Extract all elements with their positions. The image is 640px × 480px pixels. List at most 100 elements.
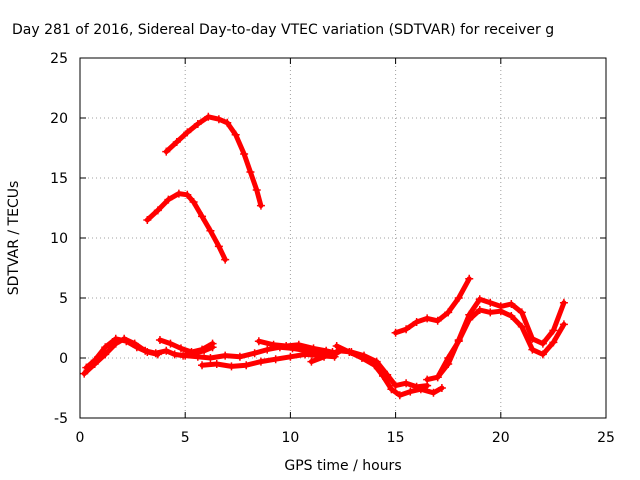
data-point-marker — [402, 379, 411, 388]
data-point-marker — [406, 387, 415, 396]
data-point-marker — [198, 212, 207, 221]
data-point-marker — [429, 388, 438, 397]
data-point-marker — [507, 300, 516, 308]
data-point-marker — [559, 320, 568, 329]
series-band-arc-1 — [163, 114, 264, 209]
series-band-arc-2 — [144, 191, 228, 263]
data-point-marker — [454, 337, 463, 346]
data-point-marker — [402, 325, 411, 334]
data-point-marker — [240, 150, 249, 158]
y-tick-label: 15 — [50, 171, 68, 187]
data-series — [80, 112, 568, 400]
y-tick-label: 10 — [50, 231, 68, 247]
x-tick-label: 5 — [181, 430, 190, 446]
data-point-marker — [143, 348, 152, 356]
data-point-marker — [193, 120, 202, 128]
data-point-marker — [475, 306, 484, 314]
data-point-marker — [486, 298, 495, 307]
data-point-marker — [395, 391, 404, 400]
x-axis-label: GPS time / hours — [284, 458, 401, 474]
data-point-marker — [189, 198, 198, 206]
data-point-marker — [214, 242, 223, 251]
data-point-marker — [166, 339, 175, 348]
data-point-marker — [454, 294, 463, 302]
data-point-marker — [332, 342, 341, 350]
data-point-marker — [206, 354, 215, 362]
data-point-marker — [345, 348, 354, 356]
data-point-marker — [212, 360, 221, 368]
data-point-marker — [475, 295, 484, 304]
data-point-marker — [433, 373, 442, 382]
x-tick-label: 0 — [76, 430, 85, 446]
data-point-marker — [252, 186, 261, 194]
data-point-marker — [80, 369, 89, 378]
data-point-marker — [227, 362, 236, 371]
y-tick-label: 25 — [50, 51, 68, 67]
data-point-marker — [263, 345, 272, 354]
data-point-marker — [132, 343, 141, 352]
data-point-marker — [172, 138, 181, 146]
x-tick-label: 15 — [387, 430, 405, 446]
y-tick-label: -5 — [54, 411, 68, 427]
data-point-marker — [153, 206, 162, 215]
data-point-marker — [549, 326, 558, 335]
data-point-marker — [271, 355, 280, 364]
data-point-marker — [391, 328, 400, 337]
data-point-marker — [198, 361, 207, 370]
data-point-marker — [528, 345, 537, 354]
data-point-marker — [370, 361, 379, 370]
data-point-marker — [223, 118, 232, 127]
data-point-marker — [231, 130, 240, 139]
data-point-marker — [221, 351, 230, 360]
data-point-marker — [183, 128, 192, 137]
data-point-marker — [82, 363, 91, 372]
data-point-marker — [246, 168, 255, 176]
data-point-marker — [162, 346, 171, 355]
data-point-marker — [444, 308, 453, 317]
data-point-marker — [444, 354, 453, 362]
data-point-marker — [391, 381, 400, 390]
data-point-marker — [170, 350, 179, 359]
data-point-marker — [164, 195, 173, 204]
data-point-marker — [294, 340, 303, 349]
data-point-marker — [214, 115, 223, 124]
data-point-marker — [269, 340, 278, 349]
data-point-marker — [242, 361, 251, 370]
data-point-marker — [433, 316, 442, 325]
data-point-marker — [256, 201, 265, 210]
data-point-marker — [181, 351, 190, 360]
data-point-marker — [320, 352, 329, 361]
data-point-marker — [193, 352, 202, 361]
x-tick-label: 20 — [492, 430, 510, 446]
data-point-marker — [176, 344, 185, 353]
data-point-marker — [221, 255, 230, 264]
data-point-marker — [309, 344, 318, 353]
data-point-marker — [101, 343, 110, 352]
data-point-marker — [496, 307, 505, 316]
y-axis-label: SDTVAR / TECUs — [6, 181, 22, 296]
data-point-marker — [486, 308, 495, 317]
data-point-marker — [538, 339, 547, 348]
axis-ticks: 0 5 10 15 20 25 -5 0 5 10 15 20 25 — [50, 51, 615, 446]
x-tick-label: 10 — [281, 430, 299, 446]
data-point-marker — [162, 147, 171, 156]
data-point-marker — [286, 352, 295, 361]
data-point-marker — [204, 112, 213, 121]
data-point-marker — [437, 384, 446, 392]
data-point-marker — [250, 349, 259, 358]
data-point-marker — [517, 322, 526, 331]
series-band-arc-11 — [393, 276, 472, 336]
series-band-arc-4 — [83, 336, 161, 371]
data-point-marker — [387, 385, 396, 394]
data-point-marker — [183, 190, 192, 199]
data-point-marker — [155, 336, 164, 344]
data-point-marker — [517, 308, 526, 317]
data-point-marker — [206, 226, 215, 235]
data-point-marker — [357, 354, 366, 362]
data-point-marker — [538, 350, 547, 359]
data-point-marker — [174, 189, 183, 198]
data-point-marker — [254, 337, 263, 346]
data-point-marker — [507, 312, 516, 320]
